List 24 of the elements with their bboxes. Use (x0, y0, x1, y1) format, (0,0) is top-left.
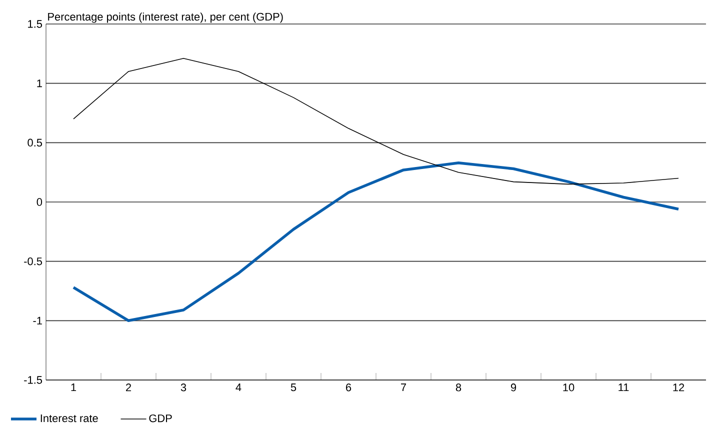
x-tick-label: 7 (401, 384, 406, 392)
y-tick-label: -0.5 (24, 257, 42, 266)
legend-label: Interest rate (40, 414, 98, 422)
x-tick-label: 6 (346, 384, 352, 392)
x-tick-label: 1 (71, 384, 76, 392)
x-tick-label: 10 (563, 384, 574, 392)
y-tick-label: 1 (37, 80, 42, 88)
y-tick-label: 0 (36, 198, 42, 206)
y-tick-label: -1.5 (24, 376, 42, 384)
x-tick-label: 2 (126, 384, 131, 392)
line-series (73, 58, 679, 185)
x-tick-label: 4 (236, 384, 242, 392)
x-tick-label: 3 (180, 384, 186, 392)
x-tick-label: 11 (618, 384, 629, 392)
x-tick-label: 8 (456, 384, 462, 392)
x-tick-label: 12 (673, 384, 684, 392)
y-axis-title: Percentage points (interest rate), per cent (GDP) (48, 12, 283, 23)
legend-label: GDP (149, 414, 172, 422)
line-series (72, 161, 680, 322)
x-tick-label: 5 (290, 384, 296, 392)
x-tick-label: 9 (510, 384, 516, 392)
y-tick-label: -1 (33, 316, 42, 324)
y-tick-label: 0.5 (28, 138, 42, 147)
y-tick-label: 1.5 (28, 20, 42, 28)
